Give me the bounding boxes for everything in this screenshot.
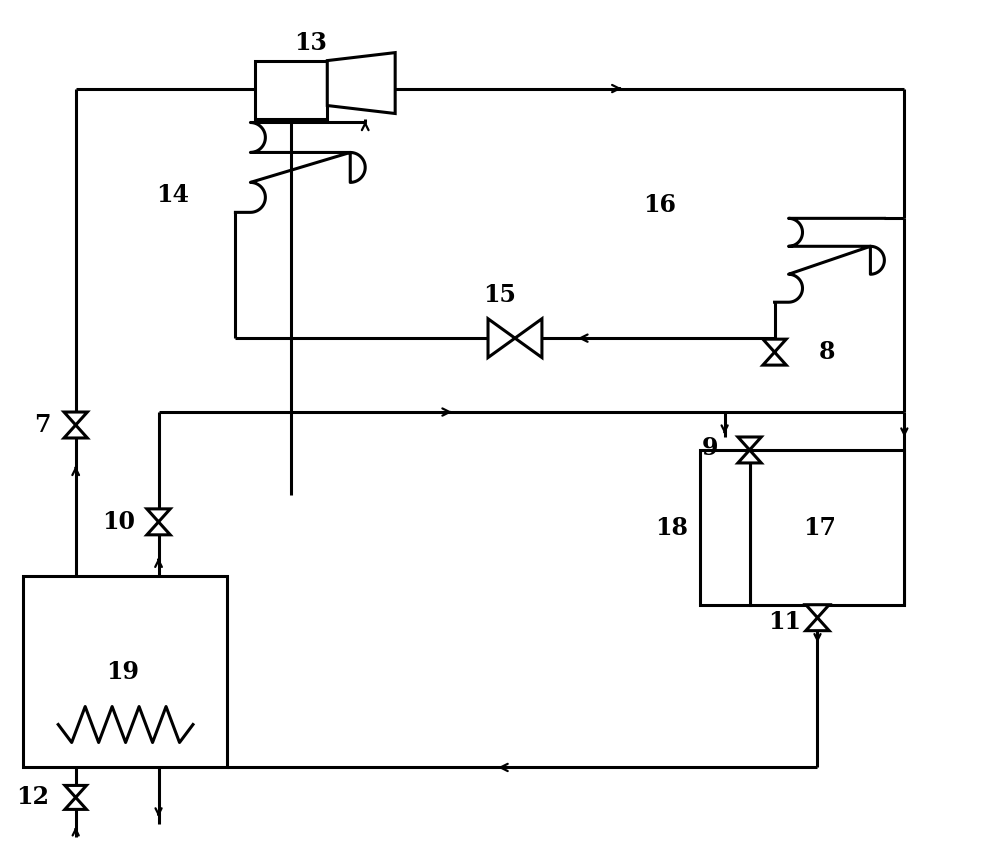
Text: 19: 19: [106, 660, 139, 684]
Polygon shape: [147, 509, 170, 522]
Bar: [23, 575, 227, 767]
Text: 7: 7: [34, 413, 51, 437]
Text: 14: 14: [156, 183, 189, 207]
Polygon shape: [763, 339, 786, 352]
Bar: [750, 450, 904, 605]
Polygon shape: [327, 52, 395, 114]
Text: 15: 15: [484, 283, 516, 307]
Text: 8: 8: [819, 340, 836, 364]
Bar: [700, 450, 750, 605]
Text: 17: 17: [803, 516, 836, 540]
Text: 16: 16: [643, 194, 676, 218]
Polygon shape: [64, 425, 87, 438]
Polygon shape: [806, 605, 829, 617]
Polygon shape: [65, 785, 86, 797]
Text: 11: 11: [768, 610, 801, 634]
Text: 18: 18: [655, 516, 688, 540]
Text: 13: 13: [294, 31, 327, 55]
Bar: [255, 60, 327, 119]
Text: 12: 12: [16, 785, 49, 809]
Text: 10: 10: [102, 510, 135, 534]
Polygon shape: [738, 437, 761, 450]
Polygon shape: [806, 617, 829, 630]
Text: 9: 9: [701, 436, 718, 460]
Polygon shape: [738, 450, 761, 463]
Polygon shape: [65, 797, 86, 809]
Polygon shape: [488, 319, 515, 358]
Polygon shape: [515, 319, 542, 358]
Polygon shape: [147, 522, 170, 535]
Polygon shape: [763, 352, 786, 365]
Polygon shape: [64, 412, 87, 425]
